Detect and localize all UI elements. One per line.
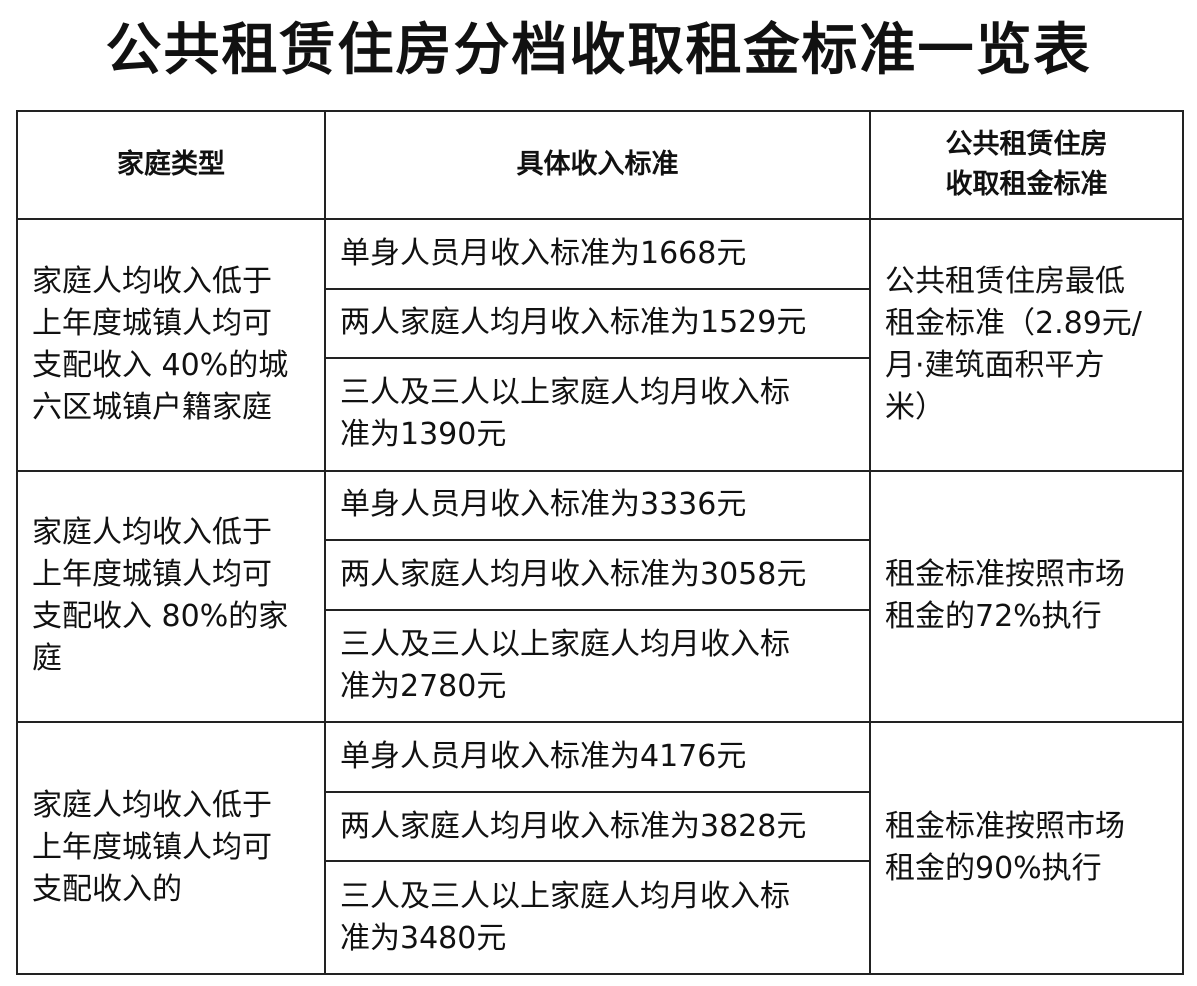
rent-standard-cell: 租金标准按照市场 租金的72%执行 <box>869 469 1184 724</box>
text-line: 上年度城镇人均可 <box>32 557 272 593</box>
table-row: 家庭人均收入低于 上年度城镇人均可 支配收入 80%的家庭单身人员月收入标准为333… <box>16 469 1184 724</box>
header-row: 家庭类型 具体收入标准 公共租赁住房 收取租金标准 <box>16 110 1184 220</box>
text-line: 公共租赁住房最低 <box>885 263 1125 299</box>
income-standard-cell: 单身人员月收入标准为3336元 <box>324 469 871 542</box>
table-row: 家庭人均收入低于 上年度城镇人均可 支配收入 40%的城 六区城镇户籍家庭 单身人员月收… <box>16 218 1184 472</box>
text-line: 家庭人均收入低于 <box>32 515 272 551</box>
table-row: 三人及三人以上家庭人均月收入标 准为3480元 <box>17 860 1183 975</box>
income-standard-cell: 三人及三人以上家庭人均月收入标 准为2780元 <box>324 608 871 724</box>
text-line: 两人家庭人均月收入标准为3058元 <box>340 557 807 592</box>
header-rent-standard-line: 公共租赁住房 <box>945 129 1108 160</box>
rent-standard-table: 家庭类型 具体收入标准 公共租赁住房 收取租金标准 家庭人均收入低于 上年度城镇人… <box>16 110 1184 975</box>
table-row: 两人家庭人均月收入标准为3058元 <box>17 539 1183 611</box>
rent-standard-cell: 公共租赁住房最低 租金标准（2.89元/月·建筑面积平方 米） <box>869 218 1184 472</box>
table-body: 家庭人均收入低于 上年度城镇人均可 支配收入 40%的城 六区城镇户籍家庭 单身人员月收… <box>16 218 1184 975</box>
text-line: 支配收入的 <box>32 872 182 908</box>
text-line: 单身人员月收入标准为3336元 <box>340 487 747 523</box>
text-line: 租金标准（2.89元/ <box>885 305 1142 341</box>
family-type-cell: 家庭人均收入低于 上年度城镇人均可 支配收入的 <box>16 721 326 975</box>
family-type-cell: 家庭人均收入低于 上年度城镇人均可 支配收入 40%的城 六区城镇户籍家庭 <box>16 218 326 472</box>
table-row: 三人及三人以上家庭人均月收入标 准为1390元 <box>17 357 1183 472</box>
header-rent-standard-line: 收取租金标准 <box>945 169 1108 200</box>
table-row: 两人家庭人均月收入标准为1529元 <box>17 287 1183 360</box>
text-line: 三人及三人以上家庭人均月收入标 <box>340 627 790 663</box>
table-row: 家庭人均收入低于 上年度城镇人均可 支配收入的 单身人员月收入标准为4176元 租金标准… <box>16 721 1184 975</box>
text-line: 三人及三人以上家庭人均月收入标 <box>340 375 790 411</box>
income-standard-cell: 两人家庭人均月收入标准为1529元 <box>324 287 871 360</box>
text-line: 单身人员月收入标准为4176元 <box>340 739 747 775</box>
income-standard-cell: 三人及三人以上家庭人均月收入标 准为3480元 <box>324 860 871 975</box>
text-line: 准为3480元 <box>340 920 507 956</box>
income-standard-cell: 单身人员月收入标准为4176元 <box>324 721 871 793</box>
text-line: 支配收入 80%的家 <box>32 599 289 635</box>
text-line: 租金的72%执行 <box>885 599 1102 635</box>
text-line: 米） <box>885 389 945 425</box>
table-row: 三人及三人以上家庭人均月收入标 准为2780元 <box>17 608 1183 724</box>
text-line: 准为2780元 <box>340 669 507 705</box>
text-line: 单身人员月收入标准为1668元 <box>340 235 747 271</box>
header-family-type: 家庭类型 <box>16 110 326 220</box>
page-title: 公共租赁住房分档收取租金标准一览表 <box>105 17 1092 83</box>
text-line: 两人家庭人均月收入标准为3828元 <box>340 808 807 844</box>
family-type-cell: 家庭人均收入低于 上年度城镇人均可 支配收入 80%的家庭 <box>16 469 326 724</box>
income-standard-cell: 两人家庭人均月收入标准为3828元 <box>324 790 871 863</box>
text-line: 月·建筑面积平方 <box>885 347 1105 383</box>
header-rent-standard: 公共租赁住房 收取租金标准 <box>869 110 1184 220</box>
text-line: 支配收入 40%的城 <box>32 347 289 383</box>
text-line: 上年度城镇人均可 <box>32 830 272 866</box>
text-line: 三人及三人以上家庭人均月收入标 <box>340 878 790 914</box>
text-line: 家庭人均收入低于 <box>32 788 272 824</box>
text-line: 租金标准按照市场 <box>885 809 1125 845</box>
header-income-standard: 具体收入标准 <box>324 110 871 220</box>
text-line: 租金标准按照市场 <box>885 557 1125 593</box>
income-standard-cell: 两人家庭人均月收入标准为3058元 <box>324 539 871 611</box>
text-line: 庭 <box>32 641 62 677</box>
income-standard-cell: 单身人员月收入标准为1668元 <box>324 218 871 290</box>
text-line: 租金的90%执行 <box>885 851 1102 887</box>
text-line: 六区城镇户籍家庭 <box>32 389 272 425</box>
text-line: 准为1390元 <box>340 417 507 453</box>
table-row: 两人家庭人均月收入标准为3828元 <box>17 790 1183 863</box>
text-line: 两人家庭人均月收入标准为1529元 <box>340 305 807 341</box>
income-standard-cell: 三人及三人以上家庭人均月收入标 准为1390元 <box>324 357 871 472</box>
text-line: 家庭人均收入低于 <box>32 263 272 299</box>
rent-standard-cell: 租金标准按照市场 租金的90%执行 <box>869 721 1184 975</box>
text-line: 上年度城镇人均可 <box>32 305 272 341</box>
